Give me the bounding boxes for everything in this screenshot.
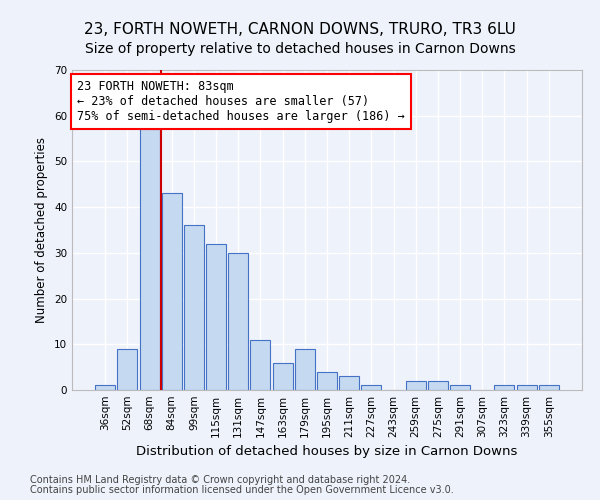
- Text: Contains HM Land Registry data © Crown copyright and database right 2024.: Contains HM Land Registry data © Crown c…: [30, 475, 410, 485]
- Bar: [450, 386, 470, 390]
- X-axis label: Distribution of detached houses by size in Carnon Downs: Distribution of detached houses by size …: [136, 446, 518, 458]
- Text: 23, FORTH NOWETH, CARNON DOWNS, TRURO, TR3 6LU: 23, FORTH NOWETH, CARNON DOWNS, TRURO, T…: [84, 22, 516, 38]
- Y-axis label: Number of detached properties: Number of detached properties: [35, 137, 49, 323]
- Bar: [118, 349, 137, 390]
- Bar: [317, 372, 337, 390]
- Bar: [184, 226, 204, 390]
- Bar: [539, 386, 559, 390]
- Bar: [228, 253, 248, 390]
- Bar: [95, 386, 115, 390]
- Bar: [494, 386, 514, 390]
- Bar: [406, 381, 426, 390]
- Bar: [272, 362, 293, 390]
- Bar: [140, 130, 160, 390]
- Text: Size of property relative to detached houses in Carnon Downs: Size of property relative to detached ho…: [85, 42, 515, 56]
- Bar: [206, 244, 226, 390]
- Bar: [339, 376, 359, 390]
- Bar: [250, 340, 271, 390]
- Bar: [517, 386, 536, 390]
- Text: 23 FORTH NOWETH: 83sqm
← 23% of detached houses are smaller (57)
75% of semi-det: 23 FORTH NOWETH: 83sqm ← 23% of detached…: [77, 80, 405, 122]
- Text: Contains public sector information licensed under the Open Government Licence v3: Contains public sector information licen…: [30, 485, 454, 495]
- Bar: [162, 194, 182, 390]
- Bar: [428, 381, 448, 390]
- Bar: [361, 386, 382, 390]
- Bar: [295, 349, 315, 390]
